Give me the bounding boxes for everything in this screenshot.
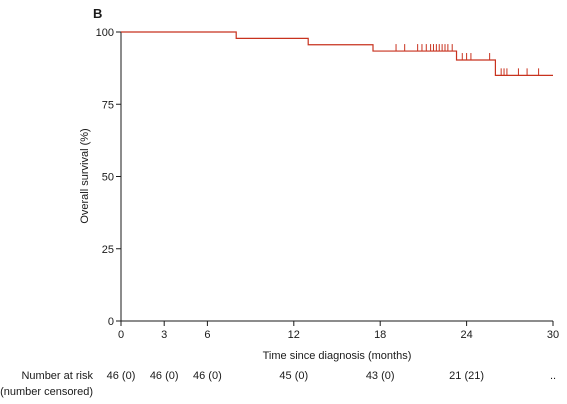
- panel-label: B: [93, 6, 102, 21]
- risk-value: 43 (0): [366, 370, 395, 382]
- risk-value: 46 (0): [107, 370, 136, 382]
- y-tick-label: 100: [96, 27, 114, 39]
- risk-value: 46 (0): [150, 370, 179, 382]
- survival-step-line: [121, 31, 553, 76]
- x-tick-label: 12: [288, 329, 300, 341]
- x-tick-label: 6: [204, 329, 210, 341]
- x-axis-title: Time since diagnosis (months): [263, 350, 412, 362]
- x-ticks: 0 3 6 12 18 24 30: [118, 321, 559, 341]
- y-axis-title: Overall survival (%): [79, 128, 91, 223]
- risk-value: 46 (0): [193, 370, 222, 382]
- y-tick-label: 50: [102, 172, 114, 184]
- risk-table-sublabel: (number censored): [0, 386, 93, 398]
- risk-value: 45 (0): [279, 370, 308, 382]
- x-tick-label: 24: [460, 329, 472, 341]
- y-tick-label: 0: [108, 316, 114, 328]
- survival-series: [121, 31, 553, 76]
- risk-value: 21 (21): [449, 370, 484, 382]
- y-tick-label: 25: [102, 244, 114, 256]
- risk-table-label: Number at risk: [21, 370, 93, 382]
- y-ticks: 0 25 50 75 100: [96, 27, 121, 328]
- risk-value: ..: [550, 370, 556, 382]
- risk-values: 46 (0) 46 (0) 46 (0) 45 (0) 43 (0) 21 (21)..: [107, 370, 556, 382]
- x-tick-label: 18: [374, 329, 386, 341]
- y-tick-label: 75: [102, 99, 114, 111]
- x-tick-label: 3: [161, 329, 167, 341]
- x-tick-label: 30: [547, 329, 559, 341]
- x-tick-label: 0: [118, 329, 124, 341]
- axes: 0 25 50 75 100 0 3 6 12 18 24 30: [96, 27, 559, 341]
- number-at-risk-table: Number at risk (number censored) 46 (0) 4…: [0, 370, 556, 398]
